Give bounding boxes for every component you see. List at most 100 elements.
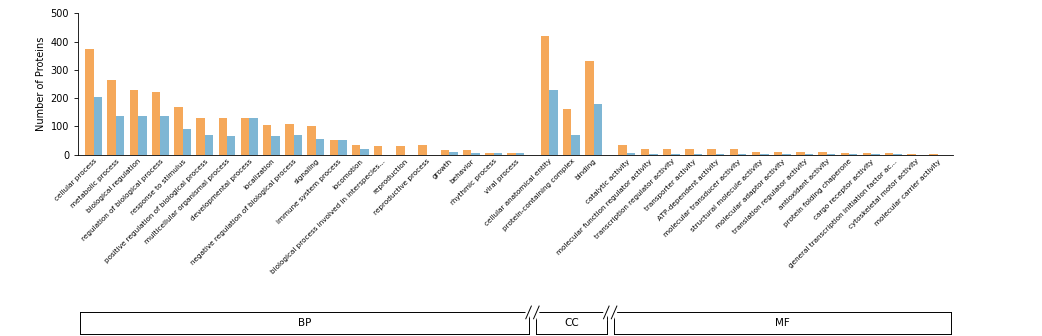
Text: transporter activity: transporter activity [644,158,698,212]
Bar [307,126,316,155]
Text: response to stimulus: response to stimulus [129,158,187,216]
Bar [908,154,916,155]
Text: catalytic activity: catalytic activity [585,158,631,205]
Bar [716,154,724,155]
Bar [796,152,804,155]
Text: biological regulation: biological regulation [86,158,143,214]
Text: MF: MF [775,318,790,328]
Text: structural molecule activity: structural molecule activity [690,158,765,233]
Text: multicellular organismal process: multicellular organismal process [144,158,231,245]
Bar [471,153,479,155]
Text: growth: growth [431,158,453,180]
Bar [463,150,471,155]
Text: regulation of biological process: regulation of biological process [80,158,165,242]
Bar [85,49,94,155]
Bar [419,145,427,155]
Bar [107,80,116,155]
Bar [338,140,347,155]
Bar [374,146,382,155]
Text: protein folding chaperone: protein folding chaperone [784,158,853,228]
Bar [249,118,257,155]
Bar [129,90,139,155]
Bar [263,125,271,155]
Text: binding: binding [574,158,598,181]
Bar [94,97,102,155]
Bar [219,118,227,155]
Y-axis label: Number of Proteins: Number of Proteins [36,37,47,131]
Bar [783,154,791,155]
Bar [174,107,182,155]
Bar [929,154,938,155]
Bar [774,152,783,155]
Bar [507,153,516,155]
Bar [594,104,602,155]
Bar [294,135,302,155]
Text: signaling: signaling [293,158,320,185]
Bar [205,135,214,155]
Bar [449,152,457,155]
Bar [352,145,361,155]
Text: reproduction: reproduction [372,158,408,195]
Bar [618,145,627,155]
Bar [663,150,671,155]
Bar [486,153,494,155]
Text: cellular process: cellular process [53,158,98,203]
Bar [627,153,636,155]
Bar [139,117,147,155]
Bar [804,154,813,155]
Bar [871,154,879,155]
Text: positive regulation of biological process: positive regulation of biological proces… [103,158,209,264]
Bar [708,150,716,155]
Bar [893,154,902,155]
Bar [182,129,191,155]
Bar [361,149,369,155]
Text: general transcription initiation factor ac...: general transcription initiation factor … [788,158,898,268]
Bar [396,146,404,155]
Bar [549,90,557,155]
Bar [671,154,679,155]
Bar [286,124,294,155]
Bar [761,154,769,155]
Text: developmental process: developmental process [190,158,253,222]
Text: molecular function regulator activity: molecular function regulator activity [555,158,653,256]
Bar [571,135,579,155]
Bar [685,150,694,155]
Text: CC: CC [564,318,578,328]
Bar [152,92,160,155]
Text: molecular transducer activity: molecular transducer activity [663,158,742,238]
Bar [641,150,649,155]
Text: cellular anatomical entity: cellular anatomical entity [485,158,553,227]
Text: molecular carrier activity: molecular carrier activity [873,158,942,226]
Text: reproductive process: reproductive process [373,158,431,216]
Bar [494,153,502,155]
Text: cargo receptor activity: cargo receptor activity [813,158,875,220]
Text: BP: BP [298,318,312,328]
Bar [738,154,746,155]
Bar [849,154,858,155]
Bar [885,153,893,155]
Text: immune system process: immune system process [276,158,343,225]
Bar [694,154,702,155]
Bar [241,118,249,155]
Bar [826,154,836,155]
Bar [563,110,571,155]
Bar [586,61,594,155]
Text: transcription regulator activity: transcription regulator activity [593,158,675,240]
Bar [160,117,169,155]
Bar [541,36,549,155]
Bar [316,139,324,155]
Text: metabolic process: metabolic process [70,158,120,209]
Bar [329,140,338,155]
Bar [196,118,205,155]
Text: antioxidant activity: antioxidant activity [777,158,832,211]
Bar [729,150,738,155]
Text: behavior: behavior [449,158,475,185]
Text: protein-containing complex: protein-containing complex [501,158,575,233]
Text: ATP-dependent activity: ATP-dependent activity [656,158,720,222]
Text: locomotion: locomotion [332,158,365,191]
Text: biological process involved in interspecies...: biological process involved in interspec… [270,158,387,275]
Text: viral process: viral process [483,158,520,195]
Bar [227,136,235,155]
Text: molecular adaptor activity: molecular adaptor activity [715,158,787,230]
Bar [516,153,524,155]
